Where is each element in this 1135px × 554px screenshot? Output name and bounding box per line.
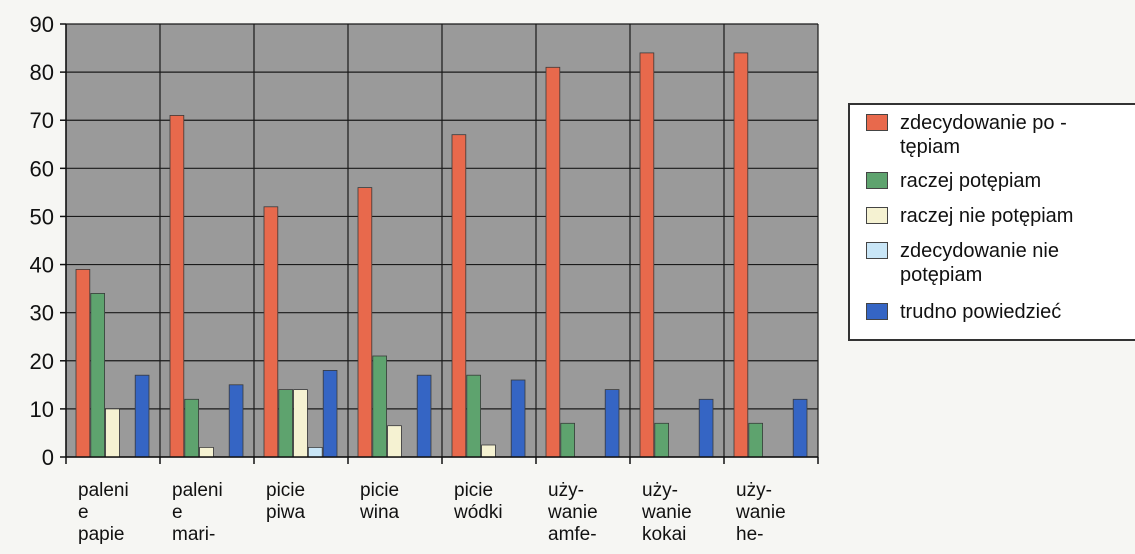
x-category-label: paleni (78, 480, 129, 501)
y-tick-labels: 0 10 20 30 40 50 60 70 80 90 (30, 12, 54, 470)
bar-series-3-cat-5 (481, 444, 496, 458)
bar-series-1-cat-5 (451, 134, 467, 458)
x-category-label: e (172, 502, 183, 523)
bar-series-5-cat-2 (228, 384, 244, 458)
axes (60, 23, 819, 464)
bar-series-2-cat-2 (184, 398, 200, 458)
legend-swatch-series-4 (866, 242, 888, 259)
y-tick-label: 60 (30, 156, 54, 181)
x-category-label: piwa (266, 502, 306, 523)
bar-series-2-cat-5 (466, 374, 481, 458)
bar-series-3-cat-2 (199, 446, 214, 458)
x-category-label: he- (736, 524, 763, 545)
y-tick-label: 0 (42, 445, 54, 470)
y-tick-label: 40 (30, 253, 54, 278)
bar-series-5-cat-7 (698, 398, 714, 458)
bar-series-1-cat-8 (733, 52, 749, 458)
y-tick-label: 70 (30, 108, 54, 133)
legend-swatch-series-2 (866, 172, 888, 189)
y-tick-label: 30 (30, 301, 54, 326)
legend-swatch-series-3 (866, 207, 888, 224)
legend-label-series-2: raczej potępiam (900, 170, 1042, 192)
legend-label-series-3: raczej nie potępiam (900, 205, 1074, 227)
x-category-label: wina (359, 502, 400, 523)
x-category-label: mari- (172, 524, 215, 545)
x-category-label: picie (266, 480, 305, 501)
bar-series-2-cat-7 (654, 422, 669, 458)
bars (75, 52, 808, 458)
legend-swatch-series-1 (866, 114, 888, 131)
legend-swatch-series-5 (866, 303, 888, 320)
bar-series-5-cat-6 (604, 389, 620, 458)
legend-label-series-5: trudno powiedzieć (900, 301, 1062, 323)
bar-series-5-cat-4 (416, 374, 432, 458)
y-tick-label: 90 (30, 12, 54, 37)
x-category-label: picie (454, 480, 493, 501)
x-category-label: papie (78, 524, 125, 545)
bar-series-1-cat-2 (169, 115, 185, 458)
bar-series-2-cat-4 (372, 355, 387, 458)
bar-series-2-cat-8 (748, 422, 763, 458)
bar-series-1-cat-4 (357, 187, 373, 458)
legend-label-series-1: zdecydowanie po - tępiam (900, 112, 1067, 158)
x-category-labels: paleniepapiepaleniemari-piciepiwapiciewi… (78, 480, 786, 545)
bar-series-1-cat-6 (545, 66, 561, 458)
bar-series-3-cat-4 (387, 425, 402, 458)
x-category-label: uży- (736, 480, 772, 501)
x-category-label: wódki (453, 502, 503, 523)
legend-label-series-4: zdecydowanie nie potępiam (900, 240, 1059, 286)
x-category-label: amfe- (548, 524, 597, 545)
bar-series-5-cat-3 (322, 369, 338, 458)
bar-series-2-cat-6 (560, 422, 575, 458)
x-category-label: uży- (642, 480, 678, 501)
y-tick-label: 10 (30, 397, 54, 422)
bar-series-1-cat-3 (263, 206, 279, 458)
bar-series-3-cat-3 (293, 389, 308, 458)
y-tick-label: 80 (30, 60, 54, 85)
x-category-label: paleni (172, 480, 223, 501)
y-tick-label: 20 (30, 349, 54, 374)
y-tick-label: 50 (30, 204, 54, 229)
bar-series-1-cat-1 (75, 268, 91, 458)
bar-series-3-cat-1 (105, 408, 120, 458)
bar-series-5-cat-5 (510, 379, 526, 458)
bar-series-2-cat-3 (278, 389, 293, 458)
bar-series-5-cat-1 (134, 374, 150, 458)
bar-series-4-cat-3 (307, 446, 323, 458)
legend: zdecydowanie po - tępiam raczej potępiam… (848, 103, 1135, 341)
bar-series-5-cat-8 (792, 398, 808, 458)
x-category-label: kokai (642, 524, 686, 545)
x-category-label: uży- (548, 480, 584, 501)
bar-series-1-cat-7 (639, 52, 655, 458)
bar-series-2-cat-1 (90, 292, 106, 458)
x-category-label: picie (360, 480, 399, 501)
x-category-label: wanie (735, 502, 786, 523)
x-category-label: wanie (641, 502, 692, 523)
x-category-label: wanie (547, 502, 598, 523)
x-category-label: e (78, 502, 89, 523)
